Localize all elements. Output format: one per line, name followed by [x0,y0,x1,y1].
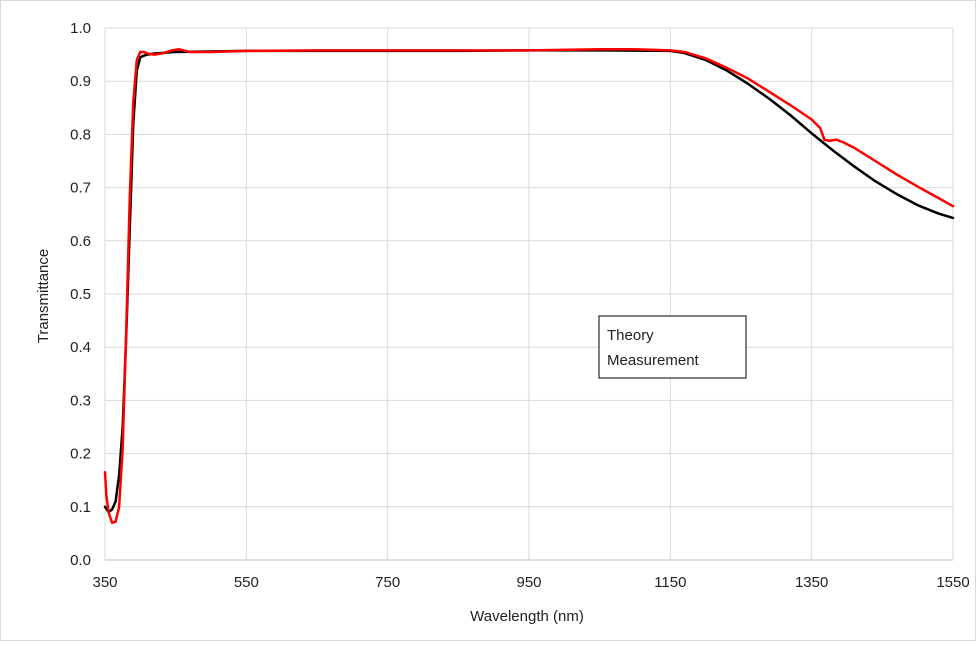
y-tick-label: 0.3 [70,392,91,409]
series-line-measurement [103,48,955,525]
x-tick-label: 350 [92,574,117,591]
x-tick-label: 750 [375,574,400,591]
series-lines [103,48,955,525]
y-axis-title: Transmittance [35,249,52,343]
x-tick-label: 950 [516,574,541,591]
tick-labels: 0.0 0.1 0.2 0.3 0.4 0.5 0.6 0.7 0.8 0.9 1.0 350 550 7… [70,20,970,591]
x-tick-label: 1150 [654,574,686,591]
y-tick-label: 0.6 [70,233,91,250]
legend-entry-measurement: Measurement [607,352,700,369]
legend: Theory Measurement [598,315,747,379]
x-tick-label: 1550 [936,574,969,591]
y-tick-label: 0.5 [70,286,91,303]
y-tick-label: 0.0 [70,552,91,569]
y-tick-label: 1.0 [70,20,91,37]
y-tick-label: 0.8 [70,126,91,143]
legend-entry-theory: Theory [607,327,654,344]
y-tick-label: 0.7 [70,180,91,197]
x-axis-title: Wavelength (nm) [470,608,584,625]
x-tick-label: 550 [234,574,259,591]
y-tick-label: 0.4 [70,339,91,356]
legend-box [598,315,747,379]
grid [105,27,954,560]
y-tick-label: 0.1 [70,499,91,516]
y-tick-label: 0.9 [70,73,91,90]
y-tick-label: 0.2 [70,446,91,463]
x-tick-label: 1350 [795,574,828,591]
